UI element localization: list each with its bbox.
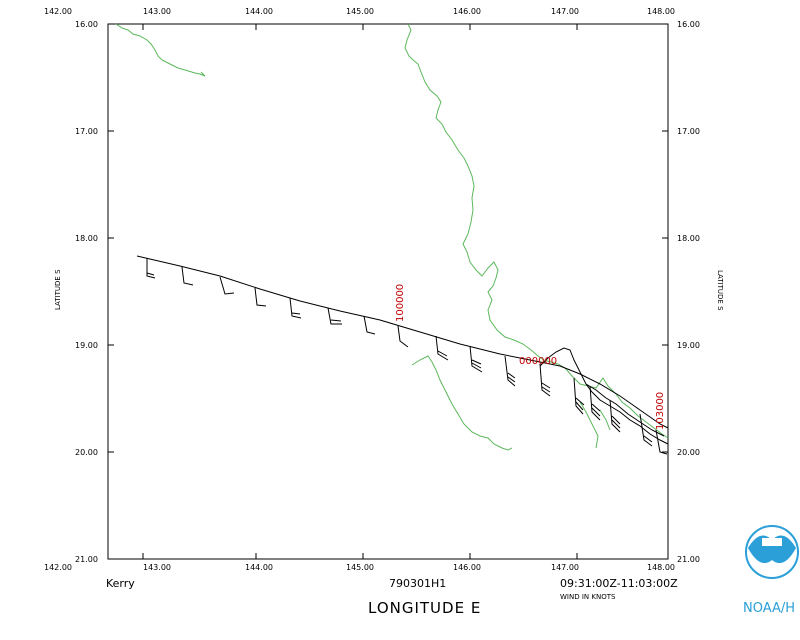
flight-track <box>136 255 669 445</box>
plot-frame <box>107 23 669 560</box>
wind-barb <box>469 345 483 373</box>
time-label: 000000 <box>519 356 557 367</box>
noaa-logo-ring <box>745 525 799 579</box>
coastline-segment-north <box>115 23 206 77</box>
left-tick-label: 20.00 <box>75 448 98 457</box>
wind-barb <box>219 276 235 295</box>
right-axis: 16.00 17.00 18.00 19.00 20.00 21.00 LATI… <box>662 20 724 564</box>
wind-barb <box>397 325 409 348</box>
wind-barb <box>589 385 601 421</box>
bottom-tick-label: 147.00 <box>551 563 579 572</box>
bottom-tick-label: 146.00 <box>453 563 481 572</box>
bottom-tick-label: 144.00 <box>245 563 273 572</box>
time-range: 09:31:00Z-11:03:00Z <box>560 577 678 590</box>
left-tick-label: 21.00 <box>75 555 98 564</box>
x-axis-label: LONGITUDE E <box>368 599 481 617</box>
bottom-tick-label: 142.00 <box>44 563 72 572</box>
bottom-tick-label: 143.00 <box>143 563 171 572</box>
right-tick-label: 21.00 <box>677 555 700 564</box>
wind-barbs <box>146 258 668 455</box>
right-tick-label: 19.00 <box>677 341 700 350</box>
wind-barb <box>327 307 342 325</box>
storm-name: Kerry <box>106 577 135 590</box>
noaa-logo-text: NOAA/H <box>743 601 795 616</box>
wind-barb <box>363 315 376 335</box>
wind-barb <box>655 429 668 455</box>
top-tick-label: 147.00 <box>551 7 579 16</box>
noaa-bird-icon <box>748 535 796 564</box>
flight-id: 790301H1 <box>389 577 446 590</box>
left-tick-label: 19.00 <box>75 341 98 350</box>
coastline-segment-river <box>411 355 513 451</box>
wind-barb <box>254 287 267 307</box>
wind-barb <box>146 258 156 279</box>
top-axis: 142.00 143.00 144.00 145.00 146.00 147.0… <box>44 7 675 30</box>
right-tick-label: 18.00 <box>677 234 700 243</box>
wind-barb <box>639 413 653 447</box>
wind-barb <box>289 297 302 319</box>
wind-barb <box>539 363 551 397</box>
y-axis-label-left: LATITUDE S <box>54 269 62 310</box>
right-tick-label: 20.00 <box>677 448 700 457</box>
left-axis: 16.00 17.00 18.00 19.00 20.00 21.00 LATI… <box>54 20 114 564</box>
wind-barb <box>504 355 516 387</box>
wind-barb <box>435 335 449 361</box>
bottom-axis: 142.00 143.00 144.00 145.00 146.00 147.0… <box>44 553 675 572</box>
coastline-segment-east <box>404 23 669 439</box>
wind-barb <box>181 266 194 286</box>
right-tick-label: 16.00 <box>677 20 700 29</box>
noaa-logo: NOAA/H <box>743 525 799 616</box>
bottom-tick-label: 145.00 <box>346 563 374 572</box>
top-tick-label: 146.00 <box>453 7 481 16</box>
coastline <box>115 23 669 451</box>
left-tick-label: 17.00 <box>75 127 98 136</box>
track-main <box>136 255 669 429</box>
time-label: 103000 <box>655 392 666 430</box>
top-tick-label: 143.00 <box>143 7 171 16</box>
right-tick-label: 17.00 <box>677 127 700 136</box>
wind-units-note: WIND IN KNOTS <box>560 593 616 601</box>
time-label: 100000 <box>395 284 406 322</box>
coastline-segment-south <box>579 401 611 449</box>
track-return <box>585 383 665 437</box>
top-tick-label: 145.00 <box>346 7 374 16</box>
bottom-tick-label: 148.00 <box>647 563 675 572</box>
top-tick-label: 144.00 <box>245 7 273 16</box>
wind-barb <box>609 399 621 433</box>
top-tick-label: 148.00 <box>647 7 675 16</box>
noaa-logo-mark <box>762 538 782 546</box>
wind-barb <box>573 377 585 415</box>
left-tick-label: 16.00 <box>75 20 98 29</box>
top-tick-label: 142.00 <box>44 7 72 16</box>
track-excursion <box>539 347 669 445</box>
y-axis-label-right: LATITUDE S <box>716 270 724 311</box>
left-tick-label: 18.00 <box>75 234 98 243</box>
